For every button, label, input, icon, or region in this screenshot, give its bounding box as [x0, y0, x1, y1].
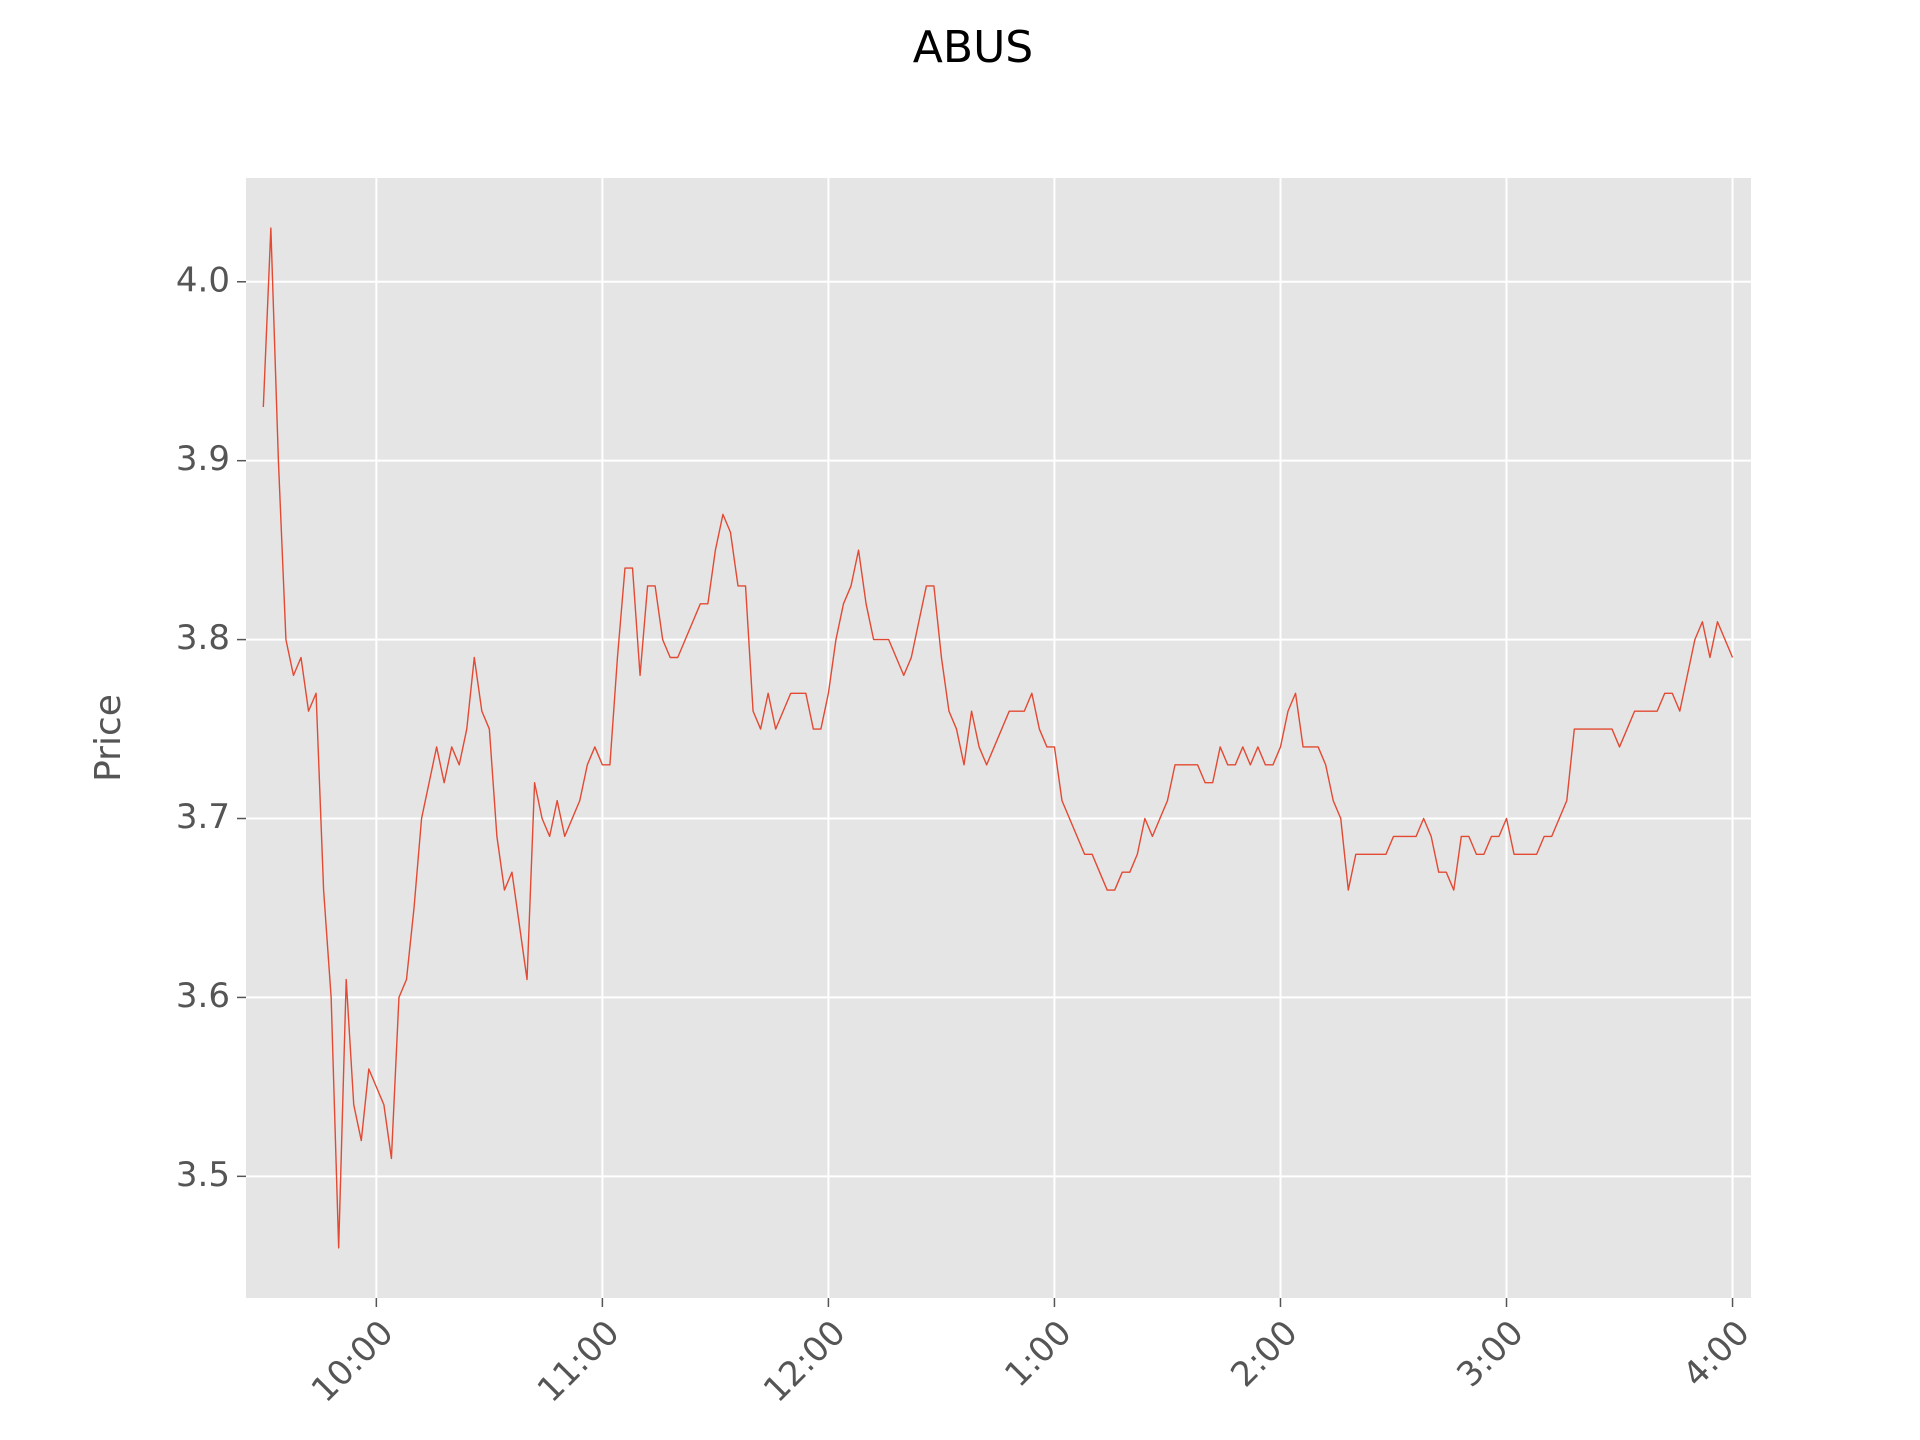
y-tick-label: 3.7 — [176, 797, 230, 837]
x-tick-label: 10:00 — [304, 1313, 402, 1411]
x-tick-label: 4:00 — [1675, 1313, 1757, 1395]
y-tick-label: 3.6 — [176, 976, 230, 1016]
y-tick-label: 3.5 — [176, 1155, 230, 1195]
y-axis-label: Price — [88, 694, 129, 782]
x-tick-label: 12:00 — [756, 1313, 854, 1411]
price-line — [262, 227, 1734, 1249]
x-tick-label: 11:00 — [530, 1313, 628, 1411]
x-tick-label: 2:00 — [1223, 1313, 1305, 1395]
y-tick-label: 3.8 — [176, 618, 230, 658]
y-tick-label: 4.0 — [176, 260, 230, 300]
x-tick-label: 3:00 — [1449, 1313, 1531, 1395]
x-tick-label: 1:00 — [997, 1313, 1079, 1395]
chart-title: ABUS — [913, 22, 1033, 73]
y-tick-label: 3.9 — [176, 439, 230, 479]
